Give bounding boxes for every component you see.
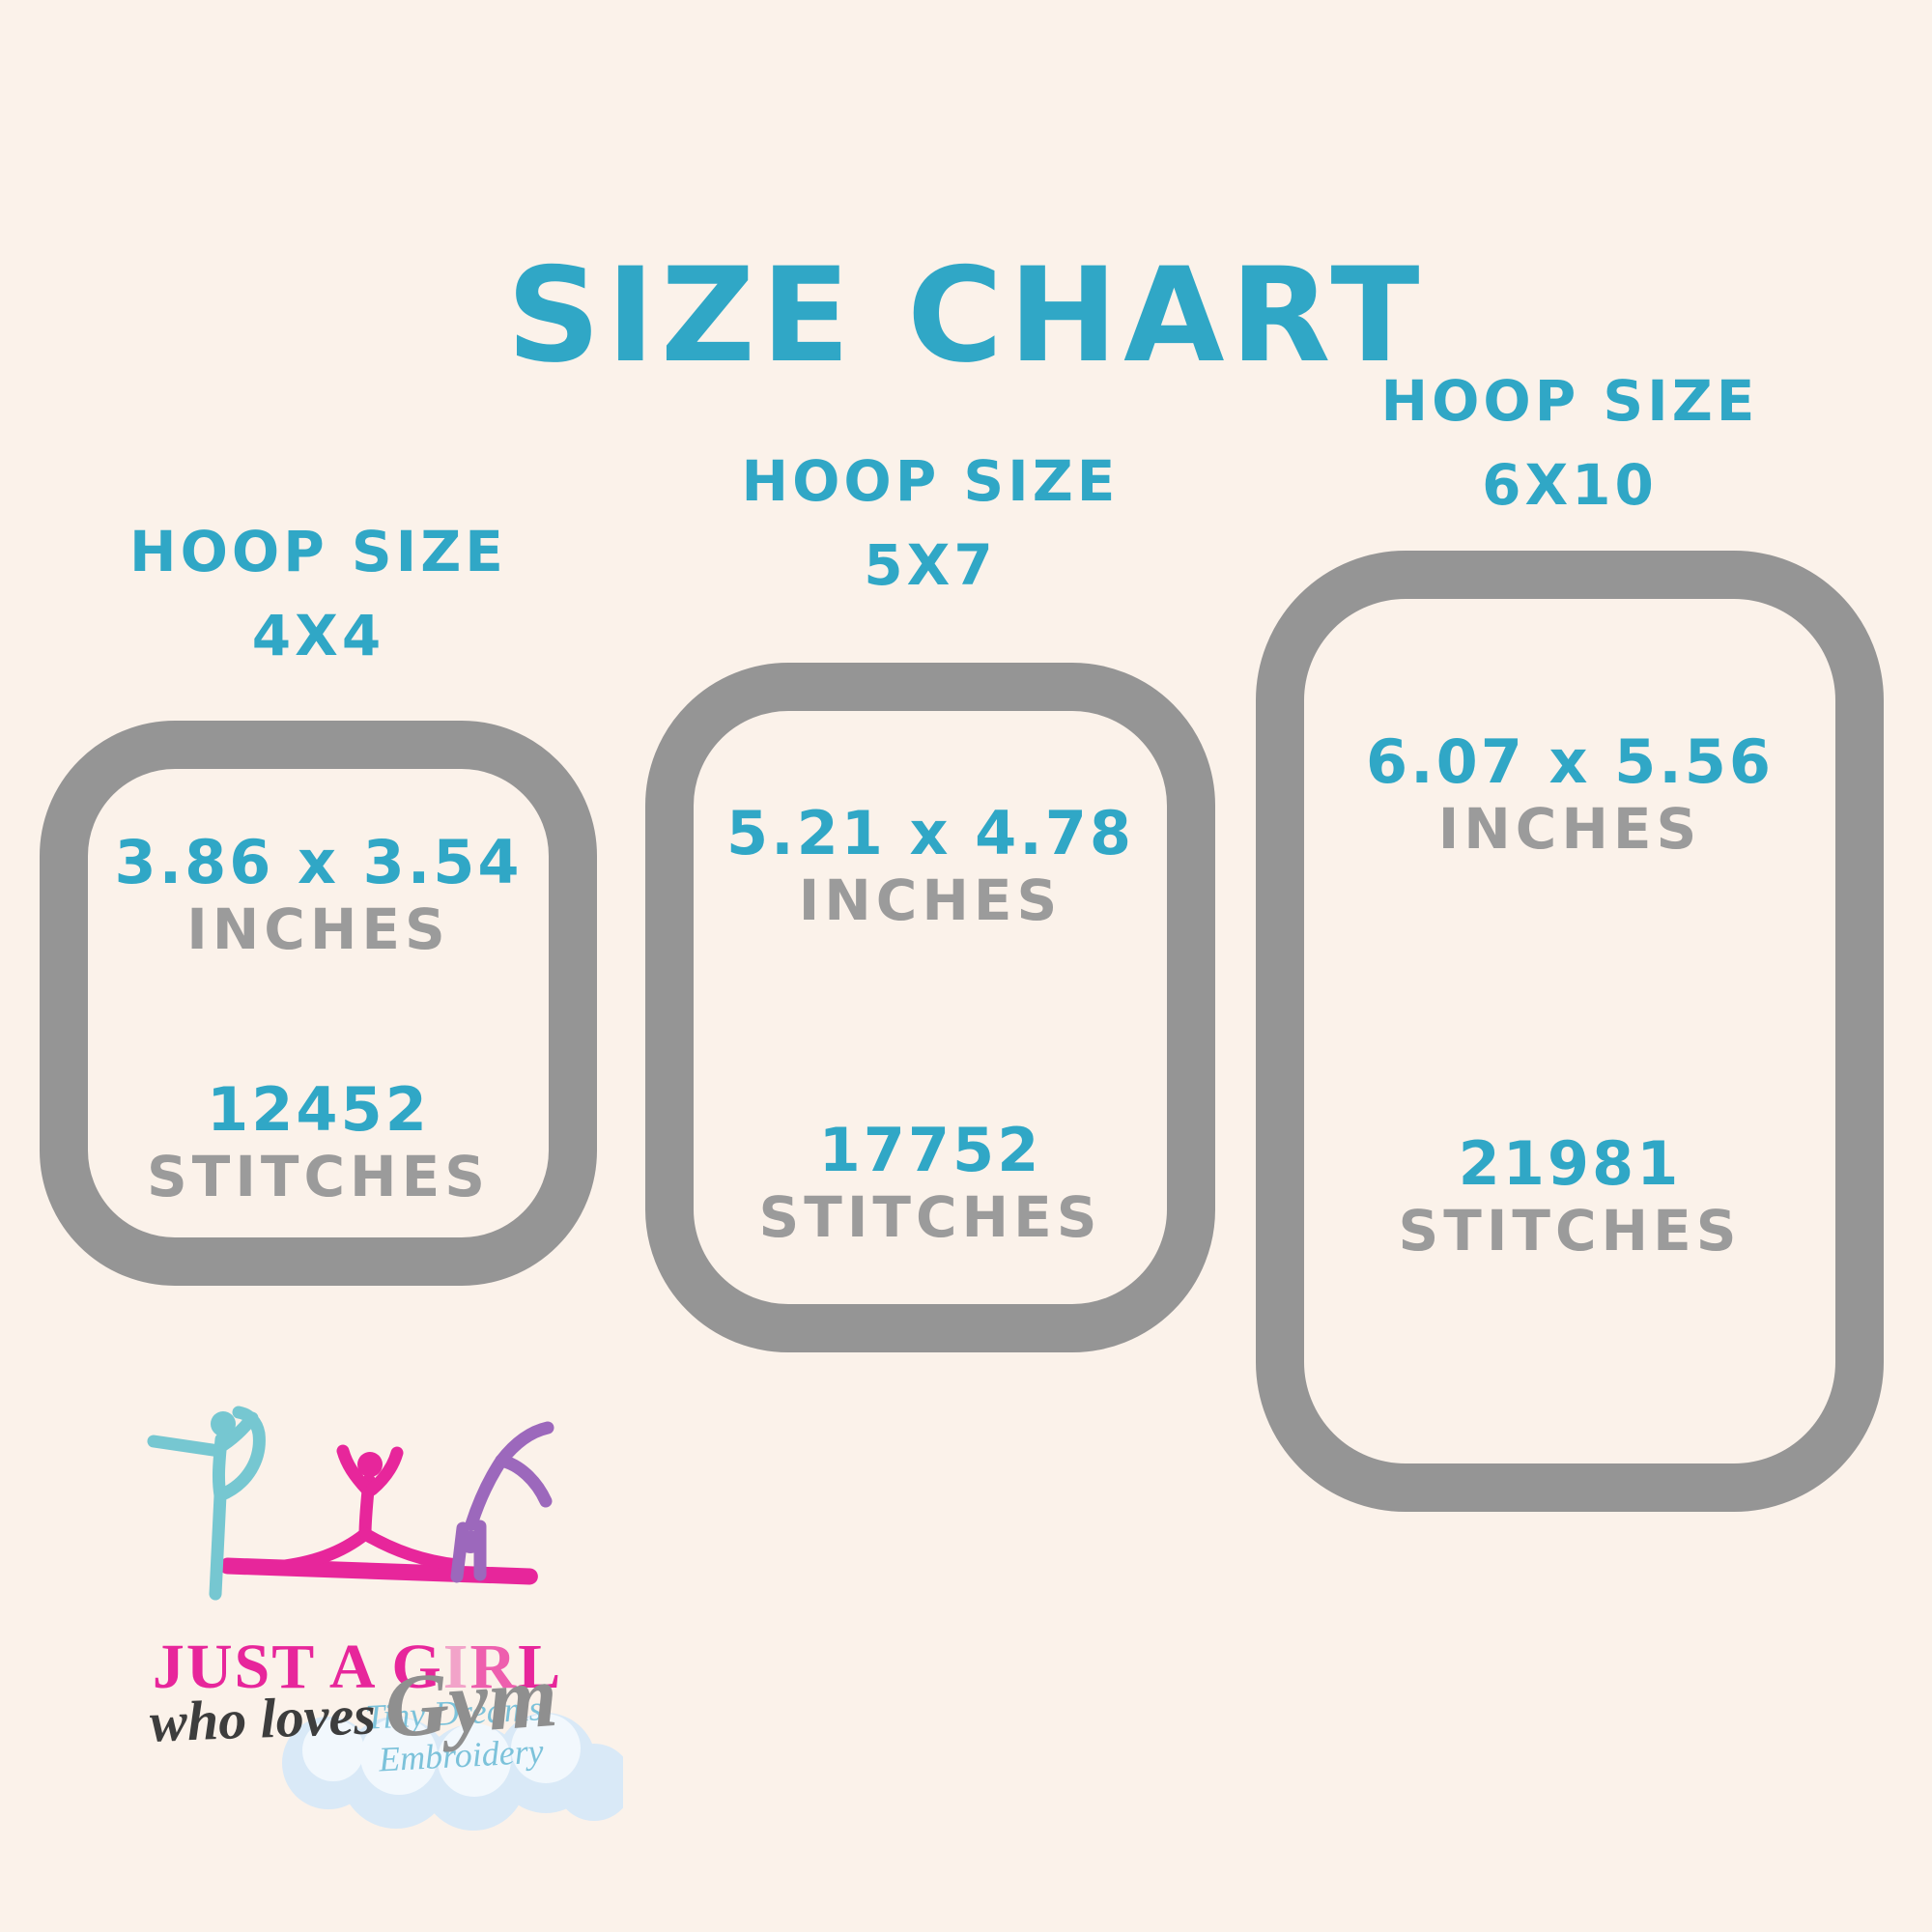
hoop-label-line1: HOOP SIZE	[1380, 368, 1759, 434]
hoop-label-6x10: HOOP SIZE 6X10	[1256, 359, 1884, 527]
brand-letter-r: R	[469, 1632, 519, 1702]
stitch-group-4x4: 12452 STITCHES	[40, 1074, 597, 1208]
hoop-outline-4x4	[40, 721, 597, 1286]
brand-text-part1: JUST A	[152, 1632, 392, 1702]
size-unit: INCHES	[1437, 796, 1702, 862]
hoop-outline-6x10	[1256, 551, 1884, 1512]
hoop-label-line2: 6X10	[1482, 452, 1658, 518]
size-unit: INCHES	[798, 867, 1063, 933]
stitch-group-6x10: 21981 STITCHES	[1256, 1128, 1884, 1262]
size-group-6x10: 6.07 x 5.56 INCHES	[1256, 726, 1884, 860]
size-group-4x4: 3.86 x 3.54 INCHES	[40, 827, 597, 960]
pink-gymnast-silhouette	[270, 1444, 464, 1574]
size-value: 5.21 x 4.78	[725, 798, 1135, 868]
stitch-count: 17752	[818, 1115, 1042, 1185]
hoop-outline-5x7	[645, 663, 1215, 1352]
page-title: SIZE CHART	[506, 240, 1426, 391]
hoop-label-line2: 4X4	[251, 603, 385, 668]
stitch-count: 12452	[207, 1074, 430, 1145]
stitch-group-5x7: 17752 STITCHES	[645, 1115, 1215, 1248]
balance-beam	[219, 1557, 538, 1585]
gymnasts-embroidery-graphic	[147, 1406, 554, 1601]
aqua-gymnast-silhouette	[147, 1406, 266, 1601]
brand-letter-l: L	[518, 1632, 563, 1702]
brand-letter-i: I	[442, 1632, 470, 1702]
size-unit: INCHES	[186, 896, 450, 962]
size-value: 3.86 x 3.54	[114, 827, 523, 897]
stitch-unit: STITCHES	[758, 1184, 1102, 1250]
size-group-5x7: 5.21 x 4.78 INCHES	[645, 798, 1215, 931]
stitch-unit: STITCHES	[147, 1144, 490, 1209]
brand-letter-g: G	[391, 1632, 443, 1702]
stitch-unit: STITCHES	[1398, 1198, 1742, 1264]
brand-text-gym: Gym	[381, 1645, 561, 1757]
brand-logo: Tiny Dreams Embroidery JUST A GIRL who l…	[97, 1401, 638, 1922]
hoop-label-5x7: HOOP SIZE 5X7	[645, 440, 1215, 608]
hoop-label-line1: HOOP SIZE	[129, 519, 507, 584]
brand-text-just-a-girl: JUST A GIRL	[97, 1631, 618, 1704]
cloud-graphic	[282, 1713, 623, 1831]
stitch-count: 21981	[1458, 1128, 1682, 1199]
hoop-label-line1: HOOP SIZE	[741, 448, 1120, 514]
hoop-label-line2: 5X7	[864, 532, 997, 598]
hoop-label-4x4: HOOP SIZE 4X4	[40, 510, 597, 678]
size-value: 6.07 x 5.56	[1365, 726, 1775, 797]
purple-gymnast-silhouette	[450, 1421, 554, 1583]
